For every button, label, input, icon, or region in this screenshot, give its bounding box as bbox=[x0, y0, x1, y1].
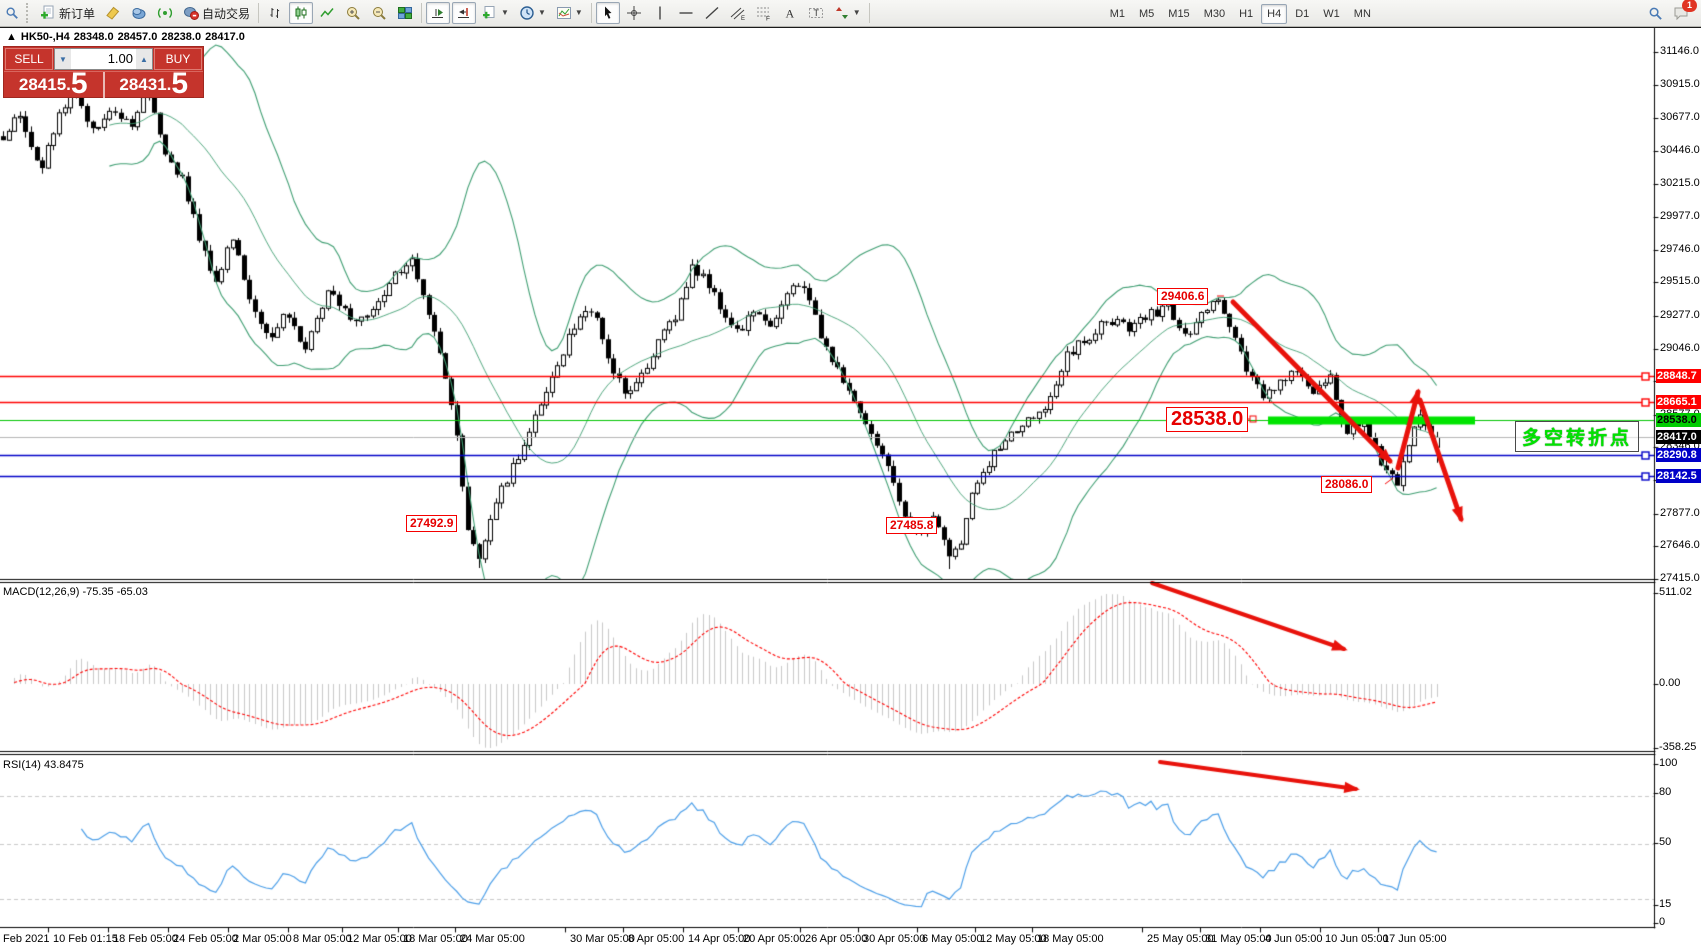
svg-text:F: F bbox=[766, 16, 770, 22]
quote-bar: ▲ HK50-,H4 28348.0 28457.0 28238.0 28417.0 bbox=[6, 31, 249, 43]
main-toolbar: 新订单 自动交易 bbox=[0, 0, 1701, 27]
notifications-chat-icon[interactable]: 1 bbox=[1669, 0, 1697, 24]
bar-chart-type-icon[interactable] bbox=[263, 2, 287, 24]
fibonacci-tool-icon[interactable]: F bbox=[752, 2, 776, 24]
indicators-dropdown[interactable]: ▼ bbox=[552, 2, 587, 24]
text-tool-icon[interactable]: A bbox=[778, 2, 802, 24]
timeframe-m15[interactable]: M15 bbox=[1168, 8, 1190, 20]
macd-label: MACD(12,26,9) -75.35 -65.03 bbox=[3, 586, 148, 598]
profiles-icon[interactable] bbox=[101, 2, 125, 24]
timeframe-buttons: M1 M5 M15 M30 H1 H4 D1 W1 MN bbox=[1103, 4, 1378, 24]
signals-icon[interactable] bbox=[153, 2, 177, 24]
new-order-dropdown[interactable]: ▼ bbox=[478, 2, 513, 24]
trendline-tool-icon[interactable] bbox=[700, 2, 724, 24]
period-clock-dropdown[interactable]: ▼ bbox=[515, 2, 550, 24]
market-watch-icon[interactable] bbox=[127, 2, 151, 24]
quote-high: 28457.0 bbox=[117, 31, 158, 43]
timeframe-m30[interactable]: M30 bbox=[1203, 8, 1226, 20]
horizontal-line-tool-icon[interactable] bbox=[674, 2, 698, 24]
cursor-tool-icon[interactable] bbox=[595, 2, 620, 24]
svg-text:T: T bbox=[813, 8, 819, 18]
line-chart-type-icon[interactable] bbox=[315, 2, 339, 24]
timeframe-w1[interactable]: W1 bbox=[1323, 8, 1340, 20]
symbol-name: HK50-,H4 bbox=[20, 31, 70, 43]
auto-trading-button[interactable]: 自动交易 bbox=[179, 2, 254, 25]
timeframe-mn[interactable]: MN bbox=[1353, 8, 1371, 20]
chart-window-border bbox=[0, 26, 1701, 28]
svg-text:E: E bbox=[741, 16, 745, 21]
new-order-icon bbox=[41, 5, 54, 19]
candlestick-chart-type-icon[interactable] bbox=[289, 2, 314, 24]
crosshair-tool-icon[interactable] bbox=[622, 2, 646, 24]
arrows-tool-dropdown[interactable]: ▼ bbox=[830, 2, 865, 24]
chart-shift-icon[interactable] bbox=[452, 2, 477, 24]
sell-price[interactable]: 28415.5 bbox=[4, 69, 105, 99]
svg-text:A: A bbox=[785, 7, 794, 21]
sell-button[interactable]: SELL bbox=[5, 48, 53, 70]
volume-value[interactable]: 1.00 bbox=[107, 51, 133, 66]
notification-badge: 1 bbox=[1682, 0, 1697, 12]
toolbar-separator bbox=[868, 3, 870, 23]
search-icon[interactable] bbox=[1, 3, 23, 23]
quote-low: 28238.0 bbox=[161, 31, 202, 43]
rsi-label: RSI(14) 43.8475 bbox=[3, 759, 84, 771]
channel-tool-icon[interactable]: E bbox=[726, 2, 750, 24]
tile-windows-icon[interactable] bbox=[393, 2, 417, 24]
one-click-trading-panel: SELL ▼ 1.00 ▲ BUY 28415.5 28431.5 bbox=[3, 46, 204, 100]
timeframe-h1[interactable]: H1 bbox=[1239, 8, 1254, 20]
quote-open: 28348.0 bbox=[73, 31, 114, 43]
toolbar-search-icon[interactable] bbox=[1644, 3, 1667, 24]
volume-stepper: ▼ 1.00 ▲ bbox=[54, 48, 153, 70]
toolbar-separator bbox=[421, 3, 423, 23]
vertical-line-tool-icon[interactable] bbox=[648, 2, 672, 24]
timeframe-h4[interactable]: H4 bbox=[1261, 4, 1288, 24]
text-label-tool-icon[interactable]: T bbox=[804, 2, 828, 24]
timeframe-d1[interactable]: D1 bbox=[1295, 8, 1310, 20]
timeframe-m1[interactable]: M1 bbox=[1109, 8, 1125, 20]
timeframe-m5[interactable]: M5 bbox=[1139, 8, 1155, 20]
zoom-out-icon[interactable] bbox=[367, 2, 391, 24]
toolbar-separator bbox=[590, 3, 592, 23]
toolbar-separator bbox=[258, 3, 260, 23]
buy-button[interactable]: BUY bbox=[154, 48, 202, 70]
pivot-note-label[interactable]: 多空转折点 bbox=[1515, 421, 1640, 452]
toolbar-grip bbox=[26, 3, 33, 23]
volume-increase-button[interactable]: ▲ bbox=[136, 49, 152, 69]
quote-close: 28417.0 bbox=[205, 31, 245, 43]
zoom-in-icon[interactable] bbox=[341, 2, 365, 24]
auto-scroll-icon[interactable] bbox=[426, 2, 451, 24]
auto-trading-icon bbox=[184, 7, 200, 20]
symbol-direction-icon: ▲ bbox=[6, 31, 17, 43]
volume-decrease-button[interactable]: ▼ bbox=[55, 49, 71, 69]
buy-price[interactable]: 28431.5 bbox=[119, 67, 189, 100]
new-order-button[interactable]: 新订单 bbox=[36, 2, 99, 25]
